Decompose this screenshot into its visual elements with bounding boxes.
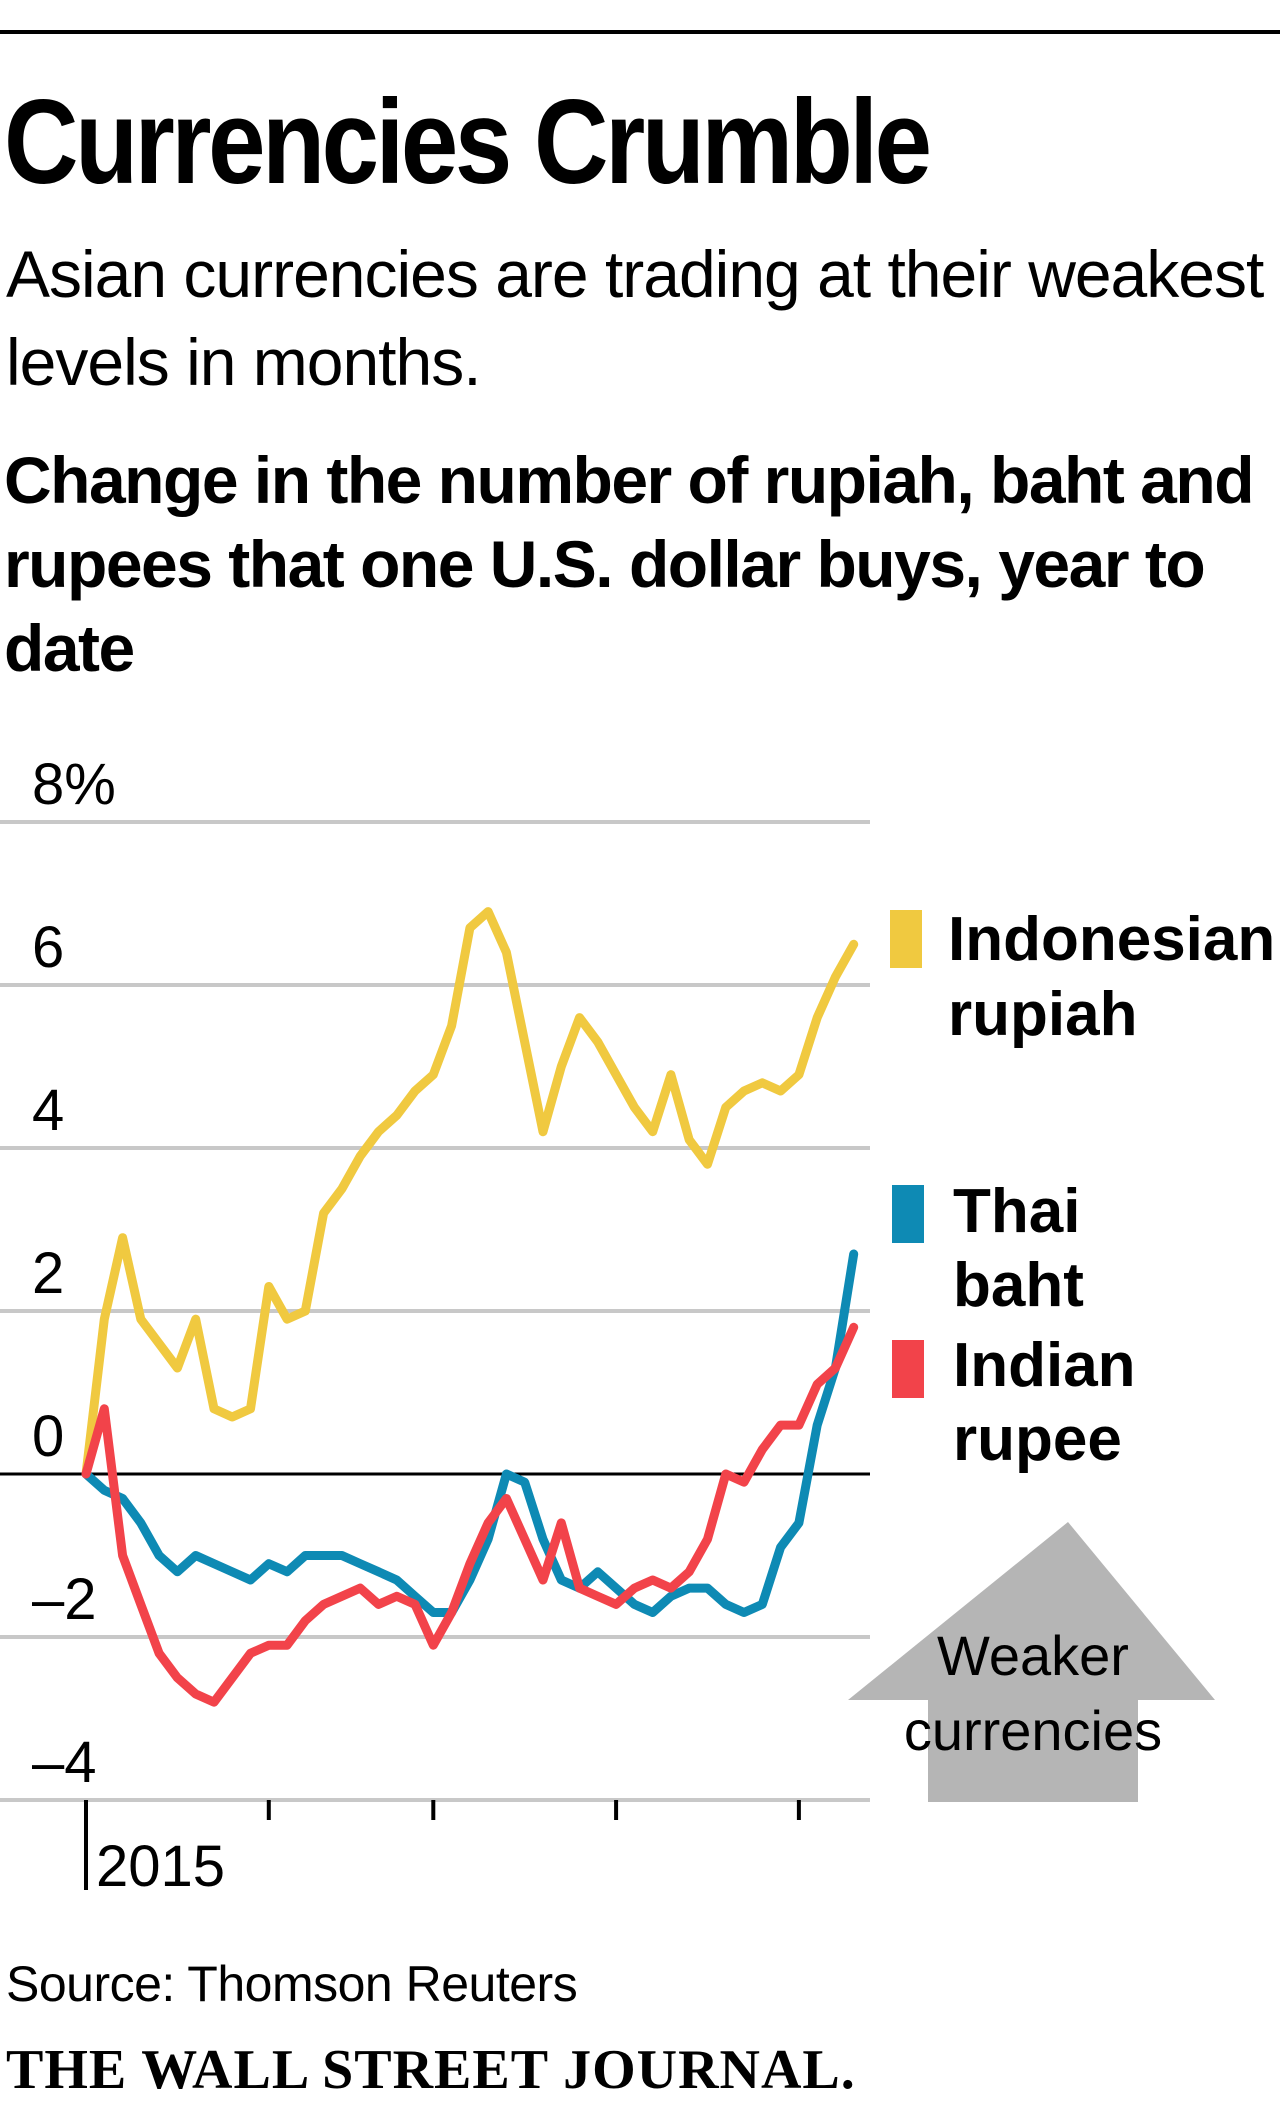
y-tick-label-0: 8%: [32, 752, 116, 817]
x-tick-label-2015: 2015: [96, 1834, 225, 1899]
top-rule: [0, 30, 1280, 34]
legend-swatch-indonesian-rupiah: [890, 910, 922, 968]
series-line-indonesian-rupiah: [81, 907, 859, 1479]
weaker-label-line1: Weaker: [937, 1624, 1129, 1687]
weaker-arrow-head: [848, 1522, 1215, 1700]
grid-layer: 8% 6 4 2 0 –2 –4 2015: [0, 752, 870, 1899]
y-tick-label-1: 6: [32, 915, 64, 980]
publisher-logo: THE WALL STREET JOURNAL.: [6, 2039, 856, 2101]
legend-label-indian-rupee-1: rupee: [953, 1405, 1122, 1474]
series-line-thai-baht: [81, 1249, 859, 1617]
series-line-indian-rupee: [81, 1322, 859, 1707]
weaker-label-line2: currencies: [904, 1699, 1162, 1762]
annotation-layer: Weaker currencies: [848, 1522, 1215, 1802]
legend-label-indian-rupee-0: Indian: [953, 1331, 1136, 1400]
y-tick-label-3: 2: [32, 1241, 64, 1306]
legend-swatch-indian-rupee: [892, 1340, 924, 1398]
chart-title: Currencies Crumble: [4, 75, 932, 209]
chart-heading: Change in the number of rupiah, baht and…: [4, 443, 1255, 685]
legend-label-thai-baht-0: Thai: [953, 1177, 1080, 1246]
legend-label-indonesian-rupiah-0: Indonesian: [948, 905, 1275, 974]
y-tick-label-5: –2: [32, 1567, 97, 1632]
y-tick-label-6: –4: [32, 1730, 97, 1795]
chart-subtitle: Asian currencies are trading at their we…: [6, 237, 1264, 399]
legend-swatch-thai-baht: [892, 1185, 924, 1243]
weaker-arrow-shaft: [928, 1698, 1138, 1802]
legend-label-thai-baht-1: baht: [953, 1251, 1084, 1320]
y-tick-label-2: 4: [32, 1078, 64, 1143]
legend-label-indonesian-rupiah-1: rupiah: [948, 980, 1137, 1049]
source-note: Source: Thomson Reuters: [6, 1956, 578, 2012]
series-layer: [81, 907, 859, 1707]
y-tick-label-4: 0: [32, 1404, 64, 1469]
